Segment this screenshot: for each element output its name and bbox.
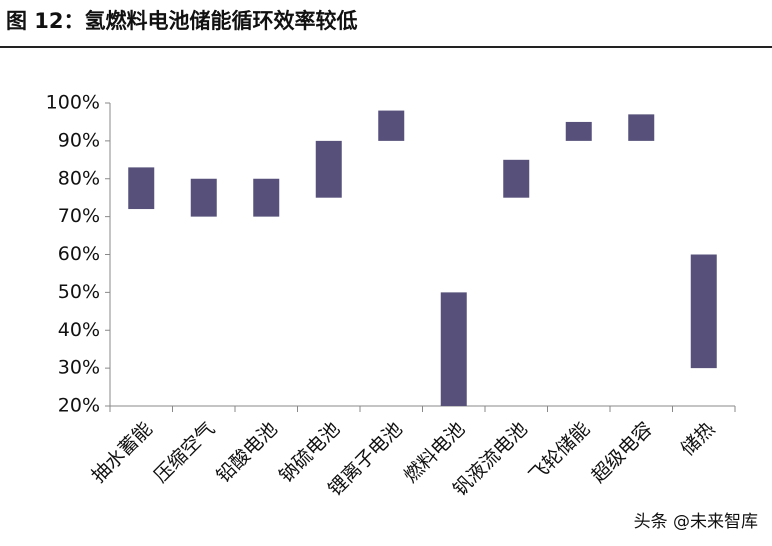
y-tick-label: 40% — [58, 319, 100, 341]
bar — [503, 159, 530, 198]
bar — [628, 114, 655, 141]
y-tick-label: 50% — [58, 281, 100, 303]
x-tick-label: 储热 — [677, 418, 719, 460]
bar — [440, 292, 467, 406]
chart-title: 图 12：氢燃料电池储能循环效率较低 — [6, 9, 358, 33]
x-tick-label: 压缩空气 — [150, 418, 219, 487]
y-tick-label: 30% — [58, 357, 100, 379]
watermark: 头条 @未来智库 — [634, 512, 758, 532]
bar — [128, 167, 155, 210]
x-tick-label: 抽水蓄能 — [87, 418, 156, 487]
bar — [378, 110, 405, 141]
y-tick-label: 80% — [58, 167, 100, 189]
y-tick-label: 100% — [46, 92, 100, 114]
bar — [253, 178, 280, 217]
bar — [190, 178, 217, 217]
bar — [690, 254, 717, 369]
bar — [315, 140, 342, 198]
y-tick-label: 20% — [58, 395, 100, 417]
x-tick-label: 超级电容 — [587, 418, 656, 487]
x-tick-label: 飞轮储能 — [525, 418, 594, 487]
x-tick-label: 铅酸电池 — [212, 418, 281, 487]
bar — [565, 121, 592, 141]
y-tick-label: 90% — [58, 129, 100, 151]
y-tick-label: 60% — [58, 243, 100, 265]
y-tick-label: 70% — [58, 205, 100, 227]
